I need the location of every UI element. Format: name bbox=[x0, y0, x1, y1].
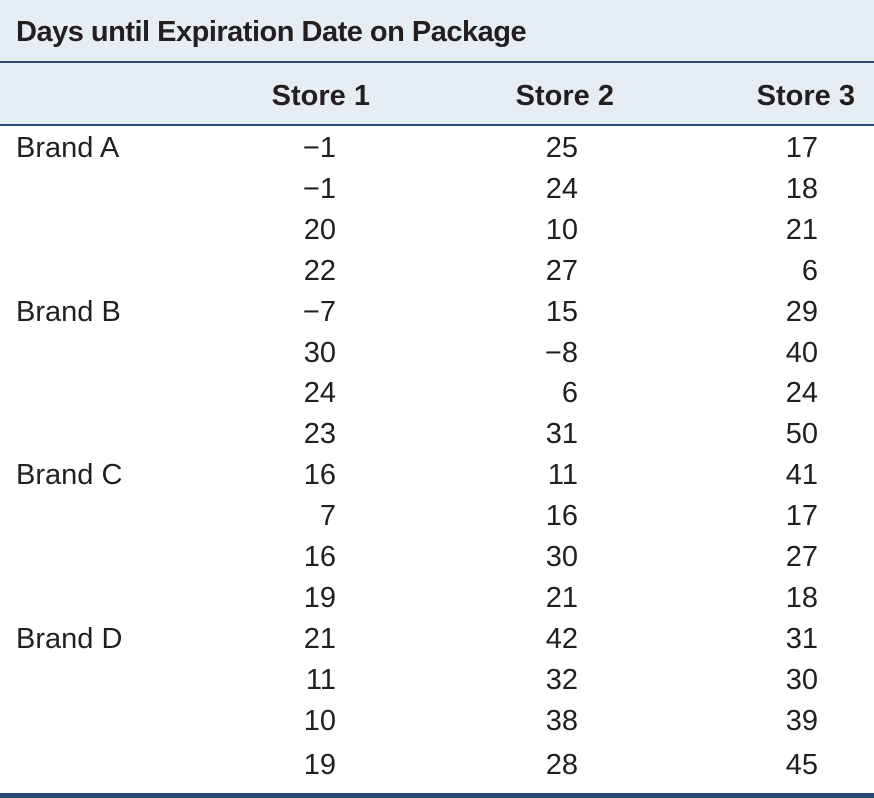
column-header: Store 1 bbox=[271, 80, 370, 112]
table-cell: 24 bbox=[785, 377, 818, 410]
column-header: Store 3 bbox=[756, 80, 855, 112]
row-group-label: Brand D bbox=[16, 622, 123, 655]
table-cell: 32 bbox=[545, 663, 578, 696]
table-cell: −1 bbox=[302, 172, 336, 205]
table-cell: 45 bbox=[785, 748, 818, 781]
table-cell: 20 bbox=[303, 213, 336, 246]
table-cell: 42 bbox=[545, 622, 578, 655]
row-group-label: Brand B bbox=[16, 295, 121, 328]
table-cell: 6 bbox=[561, 377, 578, 410]
table-title: Days until Expiration Date on Package bbox=[16, 16, 527, 48]
table-cell: 16 bbox=[303, 459, 336, 492]
title-rule bbox=[0, 61, 874, 63]
table-cell: 30 bbox=[785, 663, 818, 696]
table-cell: 17 bbox=[785, 132, 818, 164]
table-cell: 19 bbox=[303, 748, 336, 781]
table-cell: 18 bbox=[785, 172, 818, 205]
title-band bbox=[0, 0, 874, 61]
table-cell: 7 bbox=[319, 500, 336, 533]
table-cell: 27 bbox=[545, 254, 578, 287]
table-cell: 10 bbox=[303, 704, 336, 737]
table-cell: 18 bbox=[785, 581, 818, 614]
table-cell: 31 bbox=[785, 622, 818, 655]
table-cell: 21 bbox=[545, 581, 578, 614]
table-cell: −8 bbox=[544, 336, 578, 369]
table-cell: 24 bbox=[545, 172, 578, 205]
table-cell: 6 bbox=[801, 254, 818, 287]
table-cell: 27 bbox=[785, 541, 818, 573]
table-cell: 15 bbox=[545, 295, 578, 328]
table-cell: 17 bbox=[785, 500, 818, 533]
table-cell: 22 bbox=[303, 254, 336, 287]
table-cell: 28 bbox=[545, 748, 578, 781]
table-cell: −7 bbox=[302, 295, 336, 328]
table-cell: −1 bbox=[302, 132, 336, 164]
table-cell: 10 bbox=[545, 213, 578, 246]
table-cell: 21 bbox=[785, 213, 818, 246]
table-cell: 30 bbox=[545, 541, 578, 573]
row-group-label: Brand C bbox=[16, 459, 123, 492]
header-rule bbox=[0, 124, 874, 126]
bottom-rule bbox=[0, 793, 874, 798]
table-cell: 24 bbox=[303, 377, 336, 410]
table-cell: 30 bbox=[303, 336, 336, 369]
table-cell: 25 bbox=[545, 132, 578, 164]
table-cell: 19 bbox=[303, 581, 336, 614]
table-cell: 50 bbox=[785, 418, 818, 451]
table-cell: 29 bbox=[785, 295, 818, 328]
table-cell: 39 bbox=[785, 704, 818, 737]
table-cell: 38 bbox=[545, 704, 578, 737]
table-cell: 11 bbox=[547, 459, 578, 492]
row-group-label: Brand A bbox=[16, 132, 120, 164]
table-cell: 16 bbox=[545, 500, 578, 533]
header-band bbox=[0, 63, 874, 124]
table-cell: 40 bbox=[785, 336, 818, 369]
table-cell: 11 bbox=[305, 663, 336, 696]
table-cell: 31 bbox=[545, 418, 578, 451]
column-header: Store 2 bbox=[515, 80, 614, 112]
table-cell: 16 bbox=[303, 541, 336, 573]
table-cell: 23 bbox=[303, 418, 336, 451]
table-cell: 21 bbox=[303, 622, 336, 655]
table-cell: 41 bbox=[785, 459, 818, 492]
